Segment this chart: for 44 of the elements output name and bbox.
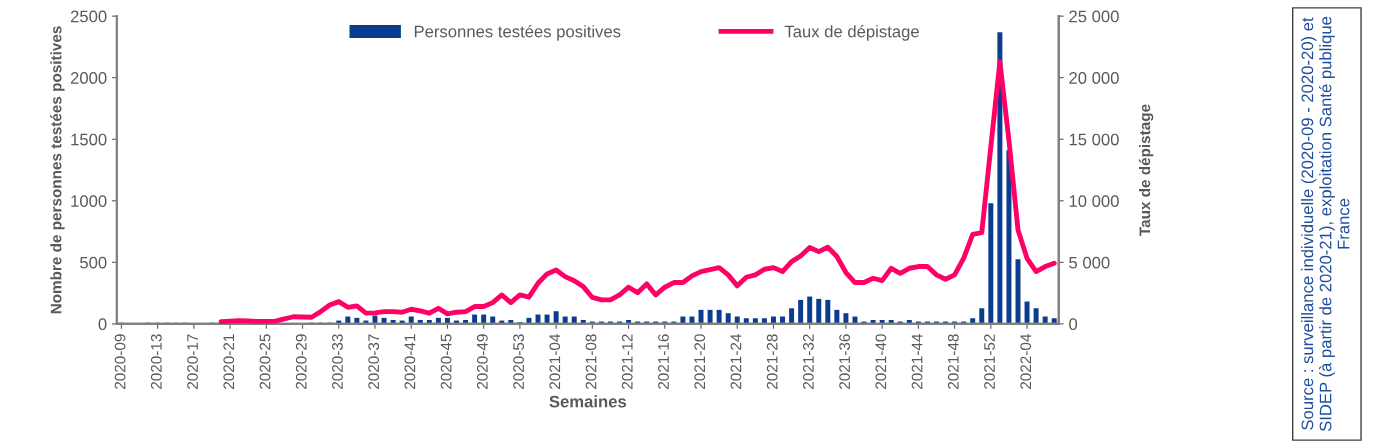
x-tick-label: 2020-33 — [332, 334, 343, 389]
y-tick-label: 2000 — [70, 72, 107, 84]
y-tick-label: 500 — [80, 256, 107, 269]
x-tick-label: 2020-49 — [476, 334, 488, 389]
x-tick-label: 2021-28 — [766, 334, 778, 389]
x-tick-label: 2020-53 — [513, 334, 524, 389]
legend-label: Taux de dépistage — [784, 24, 919, 41]
y-axis-title: Nombre de personnes testées positives — [50, 26, 65, 314]
y2-tick-label: 20 000 — [1069, 72, 1119, 84]
y-tick-label: 1000 — [71, 195, 107, 207]
x-tick-label: 2021-52 — [984, 334, 995, 389]
x-tick-label: 2020-29 — [295, 334, 307, 389]
x-tick-label: 2021-12 — [621, 334, 633, 389]
x-tick-label: 2021-44 — [911, 334, 923, 389]
x-tick-label: 2021-08 — [585, 334, 597, 389]
x-tick-label: 2021-48 — [947, 334, 959, 389]
x-tick-label: 2020-13 — [150, 334, 162, 389]
x-tick-label: 2020-25 — [259, 334, 271, 389]
legend-label: Personnes testées positives — [414, 24, 621, 41]
y2-tick-label: 10 000 — [1069, 195, 1119, 207]
x-tick-label: 2022-04 — [1020, 334, 1032, 389]
x-tick-label: 2020-45 — [440, 334, 452, 389]
x-tick-label: 2020-37 — [368, 334, 380, 389]
y2-axis-title: Taux de dépistage — [1138, 104, 1154, 236]
y2-tick-label: 0 — [1069, 318, 1078, 331]
x-tick-label: 2021-24 — [730, 334, 742, 389]
x-tick-label: 2020-09 — [114, 334, 126, 389]
x-tick-label: 2021-20 — [694, 334, 706, 389]
x-tick-label: 2021-32 — [802, 334, 814, 389]
y-tick-label: 1500 — [71, 133, 107, 146]
x-tick-label: 2020-41 — [404, 334, 416, 389]
x-tick-label: 2021-36 — [839, 334, 851, 389]
x-axis-title: Semaines — [549, 395, 627, 408]
y-tick-label: 0 — [98, 318, 107, 331]
x-tick-label: 2021-16 — [658, 334, 669, 389]
y2-tick-label: 25 000 — [1069, 10, 1119, 23]
x-tick-label: 2021-40 — [875, 334, 887, 389]
y2-tick-label: 5 000 — [1069, 256, 1110, 269]
x-tick-label: 2020-17 — [187, 334, 198, 389]
x-tick-label: 2020-21 — [223, 334, 235, 389]
y-tick-label: 2500 — [70, 10, 107, 23]
source-note: Source : surveillance individuelle (2020-09 - 2020-20) et SIDEP (à partir de 2020-21), exploitation Santé publique France — [1301, 16, 1350, 432]
y2-tick-label: 15 000 — [1069, 133, 1119, 146]
x-tick-label: 2021-04 — [549, 334, 561, 389]
